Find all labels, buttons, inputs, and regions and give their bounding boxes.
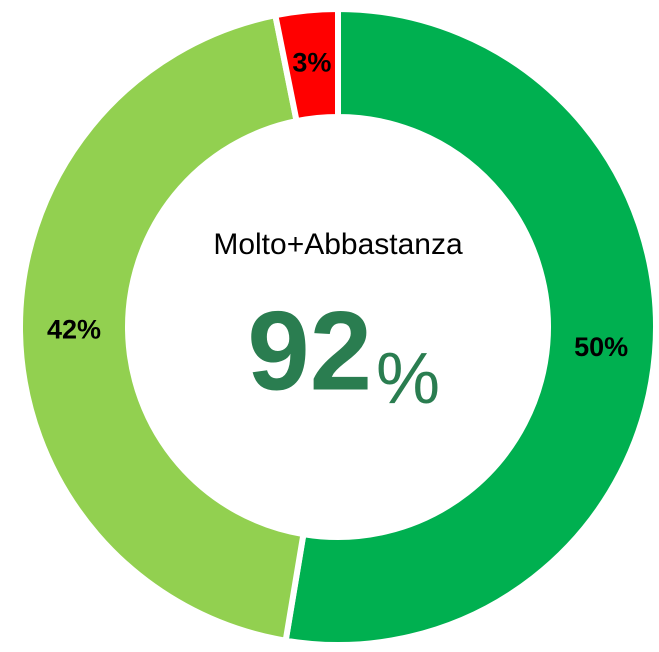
center-value: 92 <box>247 289 372 414</box>
data-label: 50% <box>574 332 628 362</box>
data-label: 42% <box>47 314 101 344</box>
donut-slice <box>271 5 341 125</box>
donut-slice <box>282 5 659 648</box>
data-label: 3% <box>292 47 331 77</box>
center-unit: % <box>376 339 440 419</box>
donut-slice <box>17 11 307 645</box>
center-label: Molto+Abbastanza <box>213 228 463 261</box>
